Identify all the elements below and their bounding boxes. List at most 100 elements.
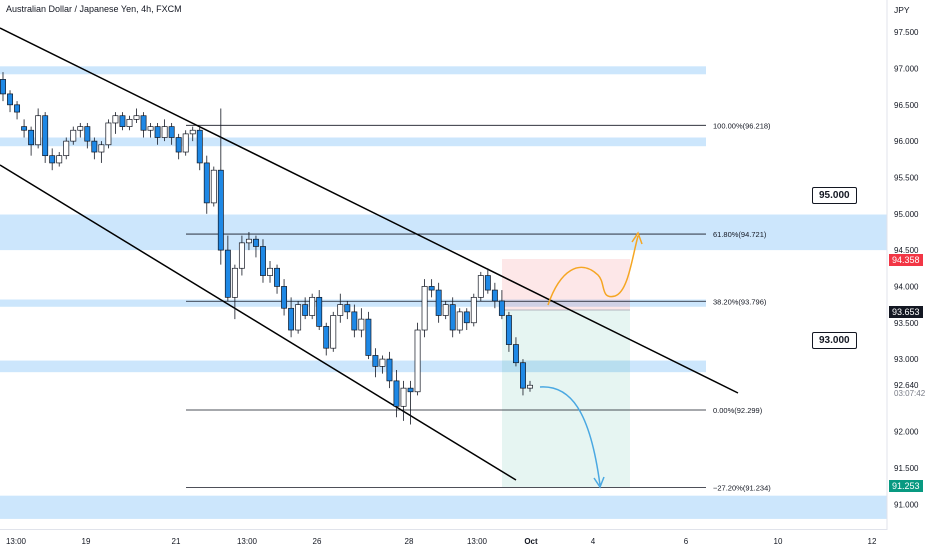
fib-level-label: 100.00%(96.218) — [713, 121, 771, 130]
time-axis-ticks: 13:00 19 21 13:00 26 28 13:00 Oct 4 6 10 12 — [6, 537, 877, 546]
bearish-arrowhead — [593, 476, 605, 489]
candle-body — [119, 115, 126, 127]
channel-lower-line — [0, 164, 517, 481]
candle-body — [498, 300, 505, 316]
candle-body — [238, 242, 245, 269]
candle-body — [267, 267, 273, 276]
candle-body — [520, 362, 526, 389]
candle-body — [435, 289, 442, 316]
time-tick-label: 21 — [172, 537, 181, 546]
price-tick-label: 94.500 — [894, 246, 919, 255]
price-tick-label: 95.000 — [894, 210, 919, 219]
candle-body — [351, 311, 358, 331]
candle-body — [210, 169, 217, 204]
projection-arrows — [539, 231, 643, 489]
candle-body — [393, 380, 400, 407]
candle-body — [112, 115, 119, 124]
time-tick-label: 13:00 — [237, 537, 258, 546]
candle-body — [14, 104, 21, 113]
candle-body — [154, 126, 161, 138]
bullish-projection-arrow — [547, 235, 639, 306]
candle-body — [302, 304, 309, 316]
price-tick-label: 96.500 — [894, 101, 919, 110]
candle-body — [224, 249, 231, 298]
candle-body — [77, 126, 84, 131]
candlestick-series — [0, 72, 533, 425]
candle-body — [84, 126, 91, 142]
candle-body — [407, 387, 414, 393]
candle-body — [0, 79, 6, 95]
candle-body — [400, 387, 407, 407]
candle-body — [386, 358, 393, 382]
symbol-title[interactable]: Australian Dollar / Japanese Yen, 4h, FX… — [6, 4, 182, 14]
position-stop-zone — [502, 259, 630, 310]
position-target-zone — [502, 310, 630, 487]
candle-body — [63, 140, 70, 157]
price-flag: 94.358 — [889, 254, 923, 267]
zone-band — [0, 137, 706, 147]
time-tick-label: 12 — [868, 537, 877, 546]
candle-body — [203, 162, 210, 204]
price-tick-label: 91.500 — [894, 464, 919, 473]
candle-body — [365, 318, 372, 356]
price-tick-label: 92.640 — [894, 381, 919, 390]
candle-body — [28, 129, 35, 146]
candle-body — [217, 169, 224, 251]
candle-body — [274, 267, 280, 287]
bullish-arrowhead — [631, 231, 643, 245]
price-tick-label: 96.000 — [894, 137, 919, 146]
candle-body — [70, 129, 77, 142]
candle-body — [91, 140, 98, 153]
fib-level-label: 61.80%(94.721) — [713, 230, 767, 239]
candle-body — [49, 155, 56, 164]
candle-body — [421, 286, 428, 331]
candle-body — [527, 384, 533, 389]
fib-level-label: 38.20%(93.796) — [713, 297, 767, 306]
descending-channel[interactable] — [0, 27, 739, 481]
price-flag: 93.653 — [889, 305, 923, 318]
candle-body — [463, 311, 470, 324]
candle-body — [344, 304, 351, 313]
price-tick-label: 92.000 — [894, 428, 919, 437]
candle-body — [484, 275, 491, 291]
channel-upper-line — [0, 27, 739, 394]
candle-body — [98, 144, 105, 153]
candle-body — [358, 318, 365, 331]
candle-body — [442, 304, 449, 316]
candle-body — [140, 115, 147, 131]
candle-body — [309, 296, 316, 316]
price-tick-label: 91.000 — [894, 500, 919, 509]
candle-body — [260, 246, 266, 276]
candle-body — [505, 315, 512, 345]
candle-body — [428, 286, 435, 291]
candle-body — [133, 115, 140, 120]
time-tick-label: 6 — [684, 537, 689, 546]
candle-body — [253, 238, 259, 247]
candle-body — [35, 115, 42, 146]
candle-body — [175, 137, 182, 153]
candle-body — [288, 307, 295, 331]
fibonacci-retracement[interactable]: 100.00%(96.218) 61.80%(94.721) 38.20%(93.7… — [186, 121, 771, 492]
candle-body — [477, 275, 484, 298]
candle-body — [196, 129, 203, 164]
time-tick-label: 13:00 — [6, 537, 27, 546]
candle-body — [168, 126, 175, 138]
level-callout[interactable]: 93.000 — [812, 332, 857, 350]
candle-body — [379, 358, 386, 367]
candle-body — [126, 118, 133, 127]
price-tick-label: 93.000 — [894, 355, 919, 364]
candle-body — [161, 126, 168, 138]
price-tick-label: 97.500 — [894, 28, 919, 37]
currency-label: JPY — [894, 5, 910, 15]
candle-body — [56, 155, 63, 164]
zone-band — [0, 299, 706, 307]
zone-band — [0, 495, 887, 519]
short-position-tool[interactable] — [502, 259, 630, 487]
candle-body — [105, 122, 112, 146]
candle-body — [281, 286, 288, 309]
time-tick-label: Oct — [524, 537, 538, 546]
level-callout[interactable]: 95.000 — [812, 186, 857, 204]
axes[interactable]: JPY 97.500 97.000 96.500 96.000 95.500 95.000… — [0, 0, 926, 546]
